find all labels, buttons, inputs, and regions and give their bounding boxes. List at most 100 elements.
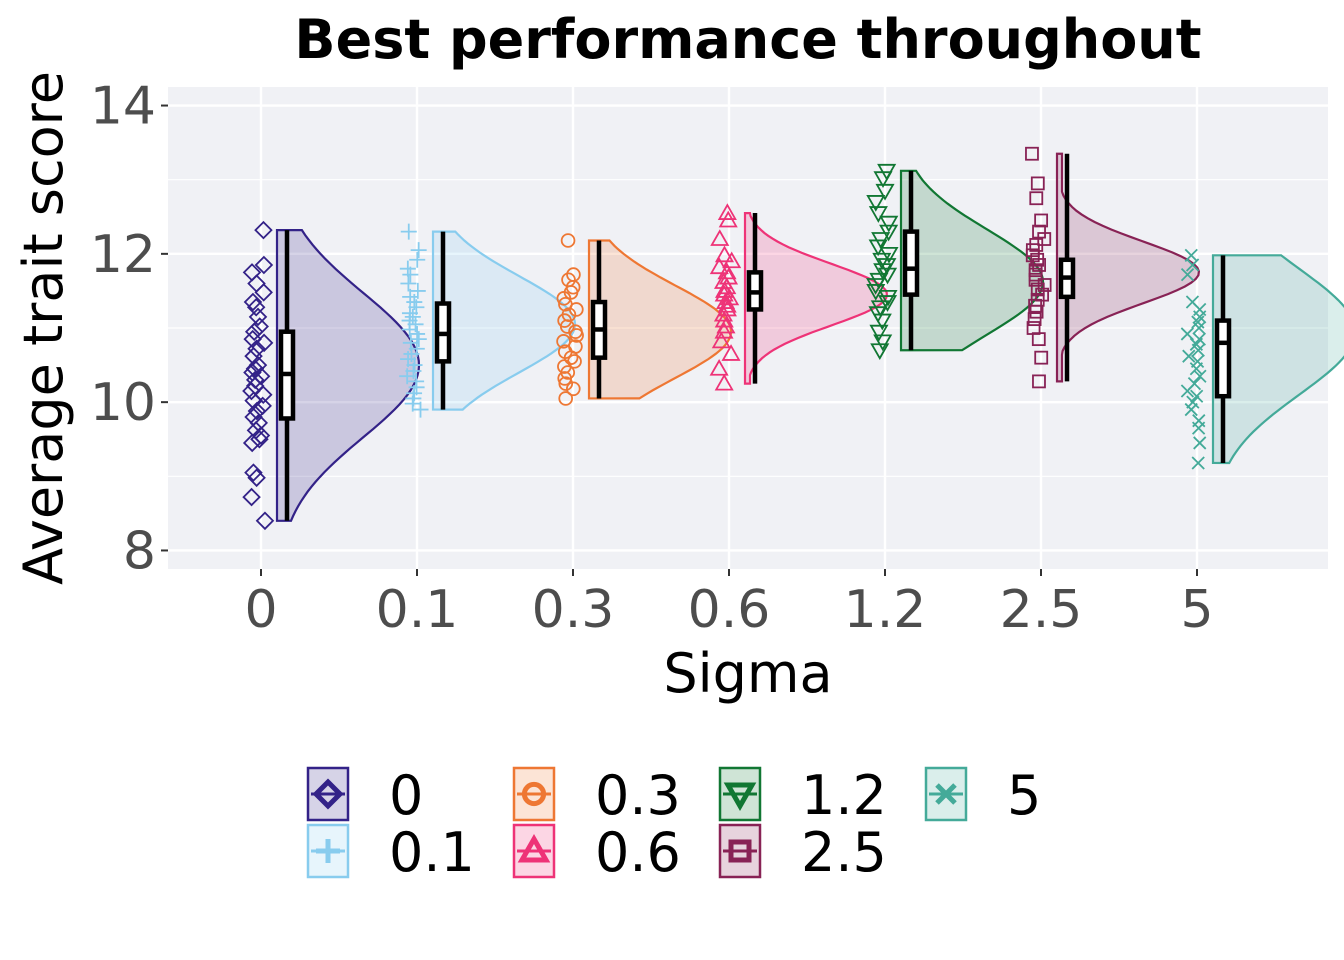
y-axis: 8 10 12 14 — [90, 77, 168, 581]
legend-marker-5 — [935, 783, 957, 805]
data-point-5 — [1191, 421, 1206, 435]
legend-label-0.1: 0.1 — [389, 821, 475, 884]
data-point-0.6 — [718, 210, 738, 228]
data-point-0.6 — [711, 331, 731, 349]
legend-label-0.3: 0.3 — [595, 764, 681, 827]
data-point-0 — [244, 322, 264, 341]
legend-marker-0 — [312, 778, 344, 810]
data-point-0.3 — [559, 319, 575, 334]
data-point-1.2 — [866, 278, 886, 295]
data-point-0.6 — [722, 251, 742, 269]
data-point-0.3 — [558, 376, 574, 391]
density-cloud-0 — [275, 228, 421, 522]
data-point-0 — [247, 339, 266, 359]
legend-label-1.2: 1.2 — [801, 764, 887, 827]
y-tick-label: 8 — [123, 521, 156, 581]
legend-label-5: 5 — [1007, 764, 1041, 827]
data-point-1.2 — [872, 313, 892, 331]
data-point-0.6 — [710, 229, 730, 246]
data-point-0 — [244, 346, 263, 366]
data-point-1.2 — [873, 171, 893, 189]
data-point-5 — [1180, 327, 1194, 341]
x-tick-label: 2.5 — [1000, 580, 1083, 640]
data-point-5 — [1185, 258, 1200, 272]
legend-item-5: 5 — [924, 764, 1041, 827]
data-point-0.6 — [721, 344, 741, 361]
data-point-0.1 — [400, 275, 417, 292]
boxplots — [278, 153, 1232, 521]
data-point-0.1 — [410, 331, 427, 348]
data-point-0 — [243, 292, 263, 312]
data-point-1.2 — [872, 252, 892, 270]
y-tick-label: 12 — [90, 225, 156, 285]
data-point-1.2 — [870, 343, 890, 361]
data-point-0.1 — [412, 401, 429, 418]
x-axis: 0 0.1 0.3 0.6 1.2 2.5 5 — [244, 569, 1214, 640]
data-point-0 — [242, 433, 262, 453]
data-point-0 — [253, 385, 273, 405]
data-point-0.1 — [402, 266, 419, 283]
data-point-5 — [1182, 349, 1196, 363]
data-point-1.2 — [873, 334, 893, 352]
data-point-0.1 — [404, 308, 421, 325]
data-point-5 — [1180, 384, 1195, 398]
legend-marker-0.1 — [316, 839, 340, 863]
y-tick-label: 10 — [90, 373, 156, 433]
data-point-1.2 — [873, 263, 893, 280]
data-point-0.3 — [556, 291, 572, 306]
data-point-2.5 — [1031, 332, 1046, 347]
data-point-0.1 — [400, 223, 417, 240]
legend-label-0.6: 0.6 — [595, 821, 681, 884]
density-clouds — [275, 152, 1344, 522]
data-point-5 — [1193, 369, 1207, 383]
y-tick-label: 14 — [90, 77, 156, 137]
data-point-0.6 — [713, 304, 733, 322]
jitter-points — [242, 146, 1207, 531]
data-point-1.2 — [877, 258, 897, 275]
density-cloud-1.2 — [899, 169, 1045, 352]
legend-label-0: 0 — [389, 764, 423, 827]
data-point-0 — [254, 333, 274, 353]
data-point-1.2 — [879, 246, 899, 264]
x-tick-label: 0.6 — [688, 580, 771, 640]
boxplot-box-1.2 — [902, 229, 920, 297]
data-point-5 — [1192, 321, 1206, 335]
data-point-0.6 — [714, 310, 734, 328]
x-axis-title: Sigma — [663, 642, 832, 705]
y-axis-title: Average trait score — [12, 71, 75, 585]
data-point-0.3 — [569, 302, 584, 317]
data-point-5 — [1193, 436, 1207, 450]
data-point-0 — [255, 511, 275, 531]
data-point-0.1 — [399, 368, 416, 385]
data-point-1.2 — [868, 206, 888, 223]
data-point-2.5 — [1027, 312, 1042, 327]
density-cloud-0.3 — [587, 239, 733, 400]
legend-item-0: 0 — [306, 764, 423, 827]
legend-marker-0.3 — [521, 781, 547, 807]
data-point-0.6 — [709, 358, 729, 376]
data-point-0 — [248, 307, 268, 327]
data-point-0 — [251, 426, 271, 445]
data-point-1.2 — [878, 267, 898, 285]
data-point-2.5 — [1032, 374, 1046, 389]
data-point-5 — [1191, 343, 1205, 357]
data-point-0.1 — [410, 242, 427, 259]
data-point-2.5 — [1025, 146, 1039, 161]
data-point-0.6 — [714, 373, 734, 391]
data-point-0.3 — [558, 391, 573, 406]
data-point-5 — [1189, 362, 1204, 376]
legend-marker-0.6 — [517, 833, 551, 863]
data-point-0.3 — [560, 233, 576, 248]
data-point-1.2 — [875, 183, 895, 201]
data-point-1.2 — [878, 289, 898, 307]
legend-marker-2.5 — [728, 839, 752, 863]
data-point-1.2 — [877, 295, 898, 312]
data-point-0.6 — [709, 257, 729, 275]
data-point-0.3 — [557, 371, 572, 386]
data-point-0.6 — [717, 203, 737, 220]
data-point-0 — [242, 381, 261, 401]
data-point-0.6 — [716, 316, 736, 334]
x-tick-label: 1.2 — [844, 580, 927, 640]
data-point-0.3 — [569, 328, 584, 343]
